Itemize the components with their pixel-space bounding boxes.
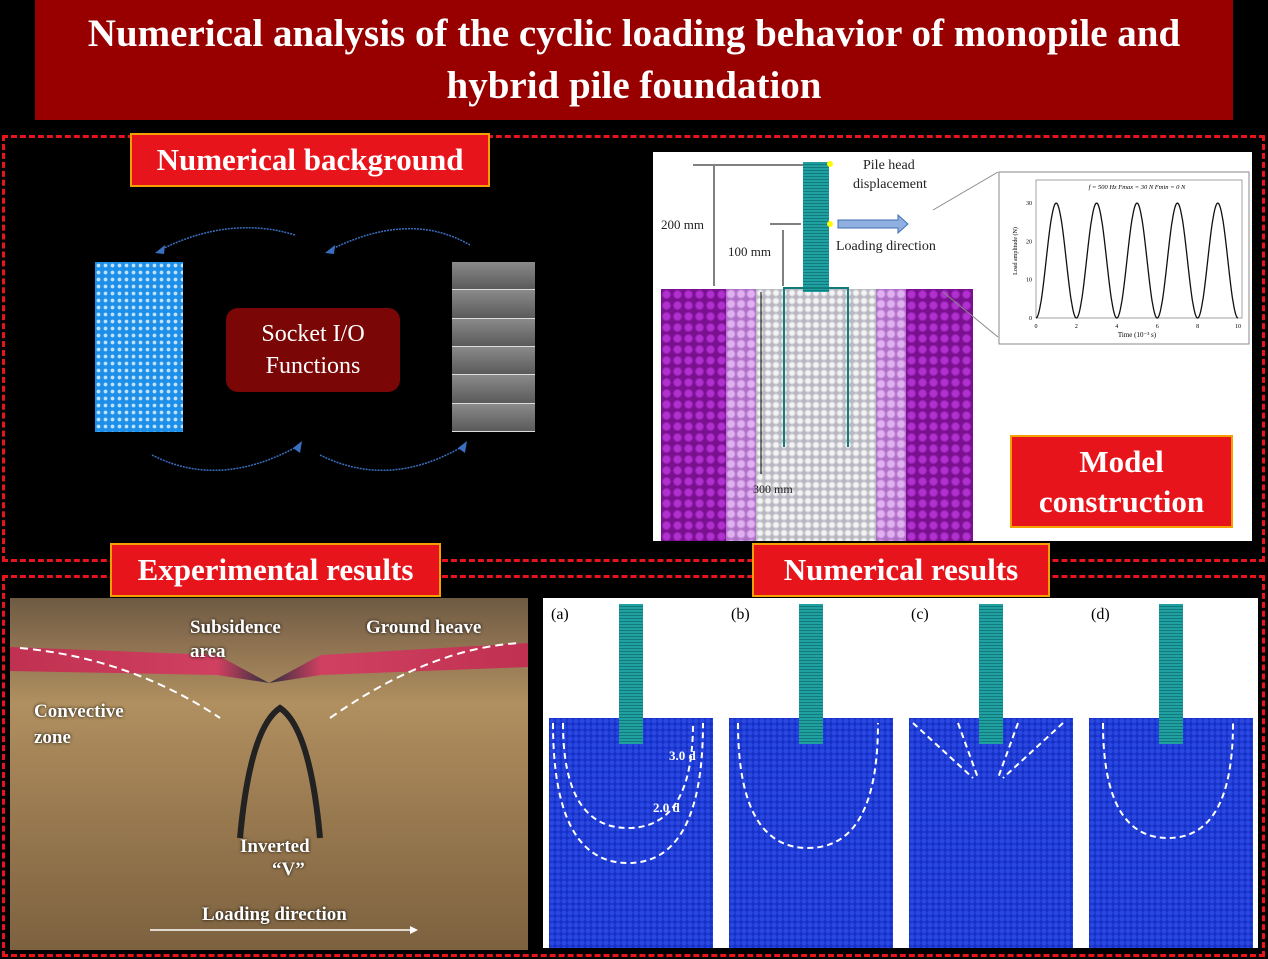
load-chart: 0 2 4 6 8 10 0 10 20 30 Time (10⁻³ s) Load amplitud… xyxy=(1012,179,1243,339)
model-construction-label: Model construction xyxy=(1010,435,1233,528)
y-axis-label: Load amplitude (N) xyxy=(1012,227,1019,275)
x-tick-label: 4 xyxy=(1115,324,1118,330)
numerical-results-figure: (a) 3.0 d 2.0 d (b) (c) (d) xyxy=(543,598,1258,948)
experimental-results-label: Experimental results xyxy=(110,543,441,597)
arrow-arc xyxy=(159,227,296,251)
dim-100: 100 mm xyxy=(728,244,771,259)
panel-label: (b) xyxy=(731,606,750,623)
socket-line2: Functions xyxy=(265,353,361,379)
y-tick-label: 30 xyxy=(1026,201,1032,207)
socket-line1: Socket I/O xyxy=(261,321,365,347)
panel-b: (b) xyxy=(723,598,893,948)
middle-soil-right xyxy=(876,289,906,541)
hybrid-pile-legs xyxy=(783,287,849,447)
zone-text: zone xyxy=(34,727,71,748)
numerical-background-label: Numerical background xyxy=(130,133,490,187)
x-tick-label: 8 xyxy=(1196,324,1199,330)
x-tick-label: 6 xyxy=(1156,324,1159,330)
panel-label: (a) xyxy=(551,606,569,623)
dim-3d: 3.0 d xyxy=(669,748,696,763)
numerical-results-label: Numerical results xyxy=(752,543,1050,597)
middle-soil xyxy=(726,289,756,541)
x-axis-label: Time (10⁻³ s) xyxy=(1118,331,1157,339)
inverted-text: Inverted xyxy=(240,836,310,857)
experiment-photo: Subsidence area Ground heave Convective … xyxy=(10,598,528,950)
bottom-section-frame xyxy=(2,575,1265,957)
structure-elements xyxy=(452,262,535,432)
inner-soil xyxy=(756,289,876,541)
photo-annotations xyxy=(19,642,521,934)
load-series-line xyxy=(1035,202,1239,319)
chart-params: f = 500 Hz Fmax = 30 N Fmin = 0 N xyxy=(1089,184,1186,191)
displacement-text: displacement xyxy=(853,177,927,192)
loading-direction-text: Loading direction xyxy=(836,239,936,254)
y-tick-label: 10 xyxy=(1026,278,1032,284)
top-section-frame xyxy=(2,135,1265,562)
convective-text: Convective xyxy=(34,701,124,722)
x-tick-label: 0 xyxy=(1035,324,1038,330)
x-tick-label: 2 xyxy=(1075,324,1078,330)
pile-head-text: Pile head xyxy=(863,158,915,173)
ground-heave-text: Ground heave xyxy=(366,617,482,638)
loading-direction-photo-text: Loading direction xyxy=(202,904,347,925)
model-construction-text: Model construction xyxy=(1038,443,1205,519)
particle-assembly xyxy=(95,262,183,432)
model-annotations: 0 2 4 6 8 10 0 10 20 30 Time (10⁻³ s) Load amplitud… xyxy=(693,161,1250,474)
v-text: “V” xyxy=(272,859,305,880)
panel-a: (a) 3.0 d 2.0 d xyxy=(543,598,713,948)
panel-label: (c) xyxy=(911,606,929,623)
arrow-arc xyxy=(151,444,301,472)
area-text: area xyxy=(190,641,226,662)
dim-2d: 2.0 d xyxy=(653,800,680,815)
subsidence-text: Subsidence xyxy=(190,617,281,638)
page-title: Numerical analysis of the cyclic loading… xyxy=(35,0,1233,120)
panel-d: (d) xyxy=(1083,598,1253,948)
y-tick-label: 0 xyxy=(1029,316,1032,322)
outer-soil xyxy=(661,289,726,541)
chart-frame xyxy=(1035,179,1243,319)
pile xyxy=(803,162,829,292)
socket-io-box: Socket I/O Functions xyxy=(226,308,400,392)
panel-label: (d) xyxy=(1091,606,1110,623)
x-tick-label: 10 xyxy=(1235,324,1241,330)
outer-soil-right xyxy=(906,289,973,541)
loading-arrow-icon xyxy=(837,213,909,235)
dim-200: 200 mm xyxy=(661,217,704,232)
dim-300: 300 mm xyxy=(753,482,793,496)
cycle-arrows xyxy=(151,227,471,472)
y-tick-label: 20 xyxy=(1026,239,1032,245)
panel-c: (c) xyxy=(903,598,1073,948)
